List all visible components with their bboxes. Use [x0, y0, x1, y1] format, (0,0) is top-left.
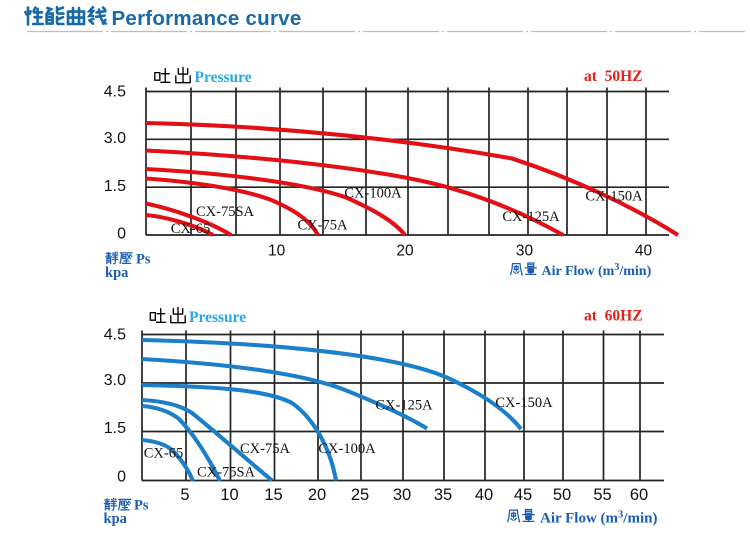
- svg-text:40: 40: [475, 486, 493, 504]
- svg-text:Performance curve: Performance curve: [112, 7, 302, 30]
- svg-text:35: 35: [434, 486, 452, 504]
- svg-text:0: 0: [117, 469, 126, 486]
- svg-text:Air Flow (m3/min): Air Flow (m3/min): [540, 510, 657, 527]
- svg-text:1.5: 1.5: [104, 420, 126, 437]
- svg-text:40: 40: [635, 243, 653, 260]
- svg-text:20: 20: [396, 243, 414, 260]
- svg-text:15: 15: [264, 486, 282, 504]
- svg-text:Pressure: Pressure: [195, 69, 252, 86]
- svg-text:at 60HZ: at 60HZ: [584, 308, 643, 325]
- svg-text:CX-75A: CX-75A: [298, 218, 348, 234]
- svg-text:4.5: 4.5: [104, 83, 126, 100]
- svg-text:CX-125A: CX-125A: [375, 398, 433, 414]
- svg-text:3.0: 3.0: [104, 372, 126, 389]
- svg-text:55: 55: [593, 486, 611, 504]
- svg-text:CX-65: CX-65: [144, 446, 183, 462]
- svg-text:20: 20: [308, 486, 326, 504]
- svg-text:CX-75SA: CX-75SA: [196, 204, 255, 220]
- svg-text:CX-100A: CX-100A: [318, 441, 376, 457]
- svg-text:Ps: Ps: [134, 498, 149, 514]
- svg-text:4.5: 4.5: [104, 327, 126, 344]
- svg-text:50: 50: [553, 486, 571, 504]
- svg-text:Pressure: Pressure: [189, 309, 246, 326]
- svg-text:10: 10: [268, 243, 286, 260]
- svg-text:CX-125A: CX-125A: [502, 209, 560, 225]
- svg-text:CX-75SA: CX-75SA: [197, 465, 256, 481]
- svg-text:30: 30: [516, 243, 534, 260]
- svg-text:Ps: Ps: [136, 252, 151, 268]
- svg-text:5: 5: [180, 486, 189, 504]
- svg-text:CX-100A: CX-100A: [344, 186, 402, 202]
- svg-text:CX-75A: CX-75A: [240, 441, 290, 457]
- svg-text:1.5: 1.5: [104, 178, 126, 195]
- svg-text:10: 10: [220, 486, 238, 504]
- svg-text:0: 0: [117, 226, 126, 243]
- svg-text:CX-150A: CX-150A: [585, 189, 643, 205]
- svg-text:45: 45: [514, 486, 532, 504]
- svg-text:CX-150A: CX-150A: [495, 395, 553, 411]
- svg-text:3.0: 3.0: [104, 130, 126, 147]
- svg-text:kpa: kpa: [105, 265, 129, 281]
- svg-text:at 50HZ: at 50HZ: [584, 68, 643, 85]
- svg-text:25: 25: [351, 486, 369, 504]
- svg-text:30: 30: [393, 486, 411, 504]
- svg-text:Air Flow (m3/min): Air Flow (m3/min): [542, 262, 652, 279]
- svg-text:60: 60: [630, 486, 648, 504]
- svg-text:CX-65: CX-65: [171, 221, 210, 237]
- svg-text:kpa: kpa: [104, 511, 128, 527]
